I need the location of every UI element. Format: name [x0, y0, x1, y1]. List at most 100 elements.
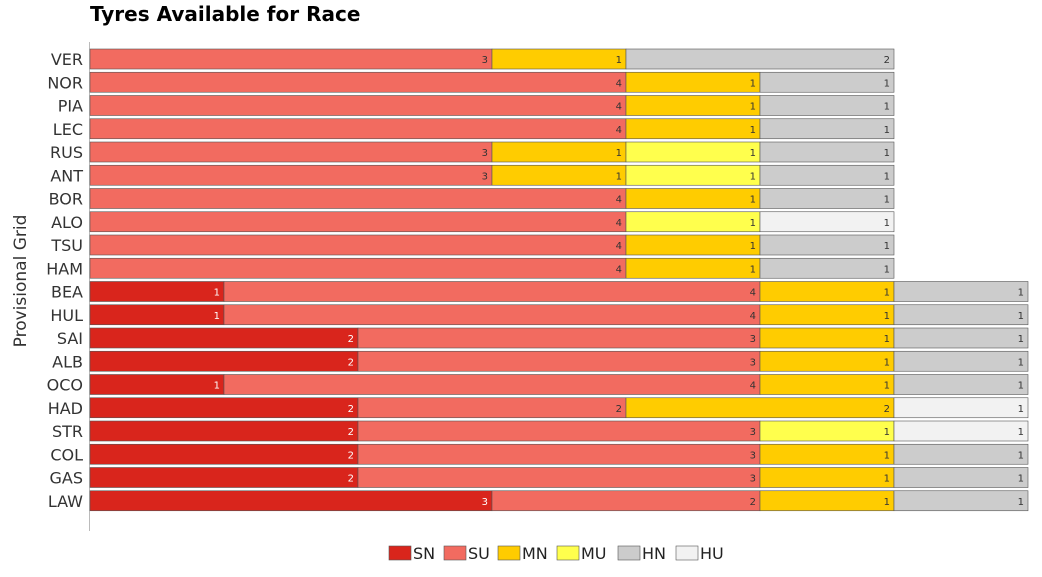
- bar-segment: [759, 467, 895, 488]
- value-label: 2: [884, 55, 890, 66]
- bar-segment: [89, 350, 359, 372]
- category-label: NOR: [47, 73, 83, 92]
- bar-segment: [759, 257, 895, 279]
- bar-segment: [893, 281, 1029, 302]
- value-label: 4: [616, 195, 622, 206]
- bar-segment: [357, 420, 761, 442]
- category-label: RUS: [50, 143, 83, 162]
- bar-segment: [89, 420, 359, 442]
- bar-segment: [89, 118, 627, 140]
- legend-label: SU: [468, 544, 490, 563]
- bar-segment: [893, 443, 1029, 465]
- value-label: 1: [214, 381, 220, 392]
- bar-segment: [625, 48, 895, 70]
- bar-segment: [491, 48, 627, 70]
- bar-segment: [357, 350, 761, 372]
- bar-segment: [625, 118, 761, 140]
- bar-segment: [893, 350, 1029, 372]
- value-label: 1: [884, 474, 890, 485]
- value-label: 1: [616, 55, 622, 66]
- bar-segment: [89, 164, 493, 186]
- bar-segment: [759, 281, 895, 302]
- bar-segment: [89, 374, 225, 395]
- bar-segment: [89, 327, 359, 349]
- value-label: 1: [750, 264, 756, 275]
- value-label: 1: [1018, 357, 1024, 368]
- value-label: 1: [750, 78, 756, 89]
- bar-segment: [223, 281, 761, 302]
- category-label: HAM: [46, 259, 83, 278]
- chart-title: Tyres Available for Race: [90, 2, 360, 26]
- bar-segment: [89, 95, 627, 116]
- bar-segment: [491, 490, 761, 512]
- legend-label: SN: [413, 544, 435, 563]
- value-label: 1: [884, 102, 890, 113]
- category-label: SAI: [57, 329, 83, 348]
- value-label: 1: [884, 148, 890, 159]
- value-label: 1: [1018, 450, 1024, 461]
- bar-segment: [759, 211, 895, 233]
- legend-label: MU: [581, 544, 607, 563]
- bar-segment: [759, 141, 895, 163]
- category-label: GAS: [50, 469, 84, 488]
- value-label: 2: [348, 474, 354, 485]
- category-label: LEC: [53, 120, 83, 139]
- bar-segment: [89, 257, 627, 279]
- category-label: HAD: [48, 399, 83, 418]
- value-label: 2: [884, 404, 890, 415]
- category-label: STR: [52, 422, 83, 441]
- value-label: 1: [884, 311, 890, 322]
- legend: SN SU MN MU HN HU: [388, 544, 724, 563]
- category-label: ANT: [50, 166, 83, 185]
- category-label: TSU: [50, 236, 83, 255]
- value-label: 4: [616, 102, 622, 113]
- legend-swatch: [675, 545, 699, 561]
- legend-label: HN: [642, 544, 666, 563]
- value-label: 4: [750, 381, 756, 392]
- bar-segment: [759, 118, 895, 140]
- bar-segment: [89, 490, 493, 512]
- value-label: 1: [750, 171, 756, 182]
- bar-segment: [89, 467, 359, 488]
- value-label: 1: [1018, 381, 1024, 392]
- value-label: 1: [1018, 288, 1024, 299]
- legend-swatch: [556, 545, 580, 561]
- value-label: 1: [750, 218, 756, 229]
- bar-segment: [625, 188, 761, 209]
- legend-swatch: [443, 545, 467, 561]
- category-labels: VER NOR PIA LEC RUS ANT BOR ALO TSU HAM BEA HUL SAI A…: [46, 50, 83, 511]
- value-label: 4: [616, 78, 622, 89]
- value-label: 1: [884, 381, 890, 392]
- bar-segment: [357, 327, 761, 349]
- bar-segment: [759, 350, 895, 372]
- bar-segment: [625, 257, 761, 279]
- legend-label: HU: [700, 544, 724, 563]
- value-label: 3: [482, 171, 488, 182]
- value-label: 1: [884, 195, 890, 206]
- value-label: 1: [214, 311, 220, 322]
- bar-segment: [759, 188, 895, 209]
- value-label: 1: [884, 78, 890, 89]
- category-label: LAW: [48, 492, 83, 511]
- bar-segment: [759, 327, 895, 349]
- bar-segment: [759, 374, 895, 395]
- bar-segment: [893, 374, 1029, 395]
- value-label: 3: [482, 55, 488, 66]
- category-label: BEA: [51, 283, 83, 302]
- bar-segment: [89, 71, 627, 93]
- value-label: 2: [348, 450, 354, 461]
- value-label: 2: [348, 334, 354, 345]
- legend-swatch: [497, 545, 521, 561]
- bars-group: 3 1 2 4 1 1 4 1 1 4 1 1 3 1 1 1 3 1 1 1 4 1 1 4 1 1 4 1 1 4 1 1 1 4 1 1 1 4 1 1…: [89, 48, 1029, 512]
- bar-segment: [759, 304, 895, 326]
- value-label: 1: [1018, 311, 1024, 322]
- y-axis-label: Provisional Grid: [11, 215, 31, 348]
- legend-swatch: [388, 545, 412, 561]
- category-label: HUL: [50, 306, 83, 325]
- category-label: ALO: [51, 213, 83, 232]
- bar-segment: [759, 71, 895, 93]
- value-label: 3: [482, 497, 488, 508]
- bar-segment: [357, 443, 761, 465]
- bar-segment: [89, 188, 627, 209]
